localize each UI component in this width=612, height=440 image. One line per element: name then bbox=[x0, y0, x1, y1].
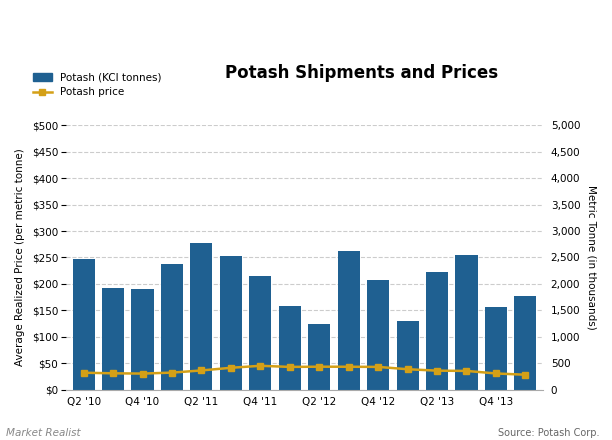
Bar bbox=[190, 242, 212, 390]
Y-axis label: Metric Tonne (in thousands): Metric Tonne (in thousands) bbox=[587, 185, 597, 330]
Bar bbox=[514, 296, 537, 390]
Text: Source: Potash Corp.: Source: Potash Corp. bbox=[498, 428, 600, 438]
Text: Market Realist: Market Realist bbox=[6, 428, 81, 438]
Bar bbox=[102, 288, 124, 390]
Bar bbox=[249, 276, 271, 390]
Bar bbox=[485, 307, 507, 390]
Bar bbox=[455, 255, 477, 390]
Bar bbox=[397, 321, 419, 390]
Title: Potash Shipments and Prices: Potash Shipments and Prices bbox=[225, 63, 498, 81]
Bar bbox=[220, 256, 242, 390]
Bar bbox=[426, 272, 448, 390]
Bar bbox=[73, 259, 95, 390]
Bar bbox=[161, 264, 183, 390]
Y-axis label: Average Realized Price (per metric tonne): Average Realized Price (per metric tonne… bbox=[15, 149, 25, 367]
Bar bbox=[132, 289, 154, 390]
Bar bbox=[367, 280, 389, 390]
Bar bbox=[278, 306, 301, 390]
Bar bbox=[308, 323, 330, 390]
Legend: Potash (KCI tonnes), Potash price: Potash (KCI tonnes), Potash price bbox=[33, 72, 162, 97]
Bar bbox=[338, 251, 360, 390]
